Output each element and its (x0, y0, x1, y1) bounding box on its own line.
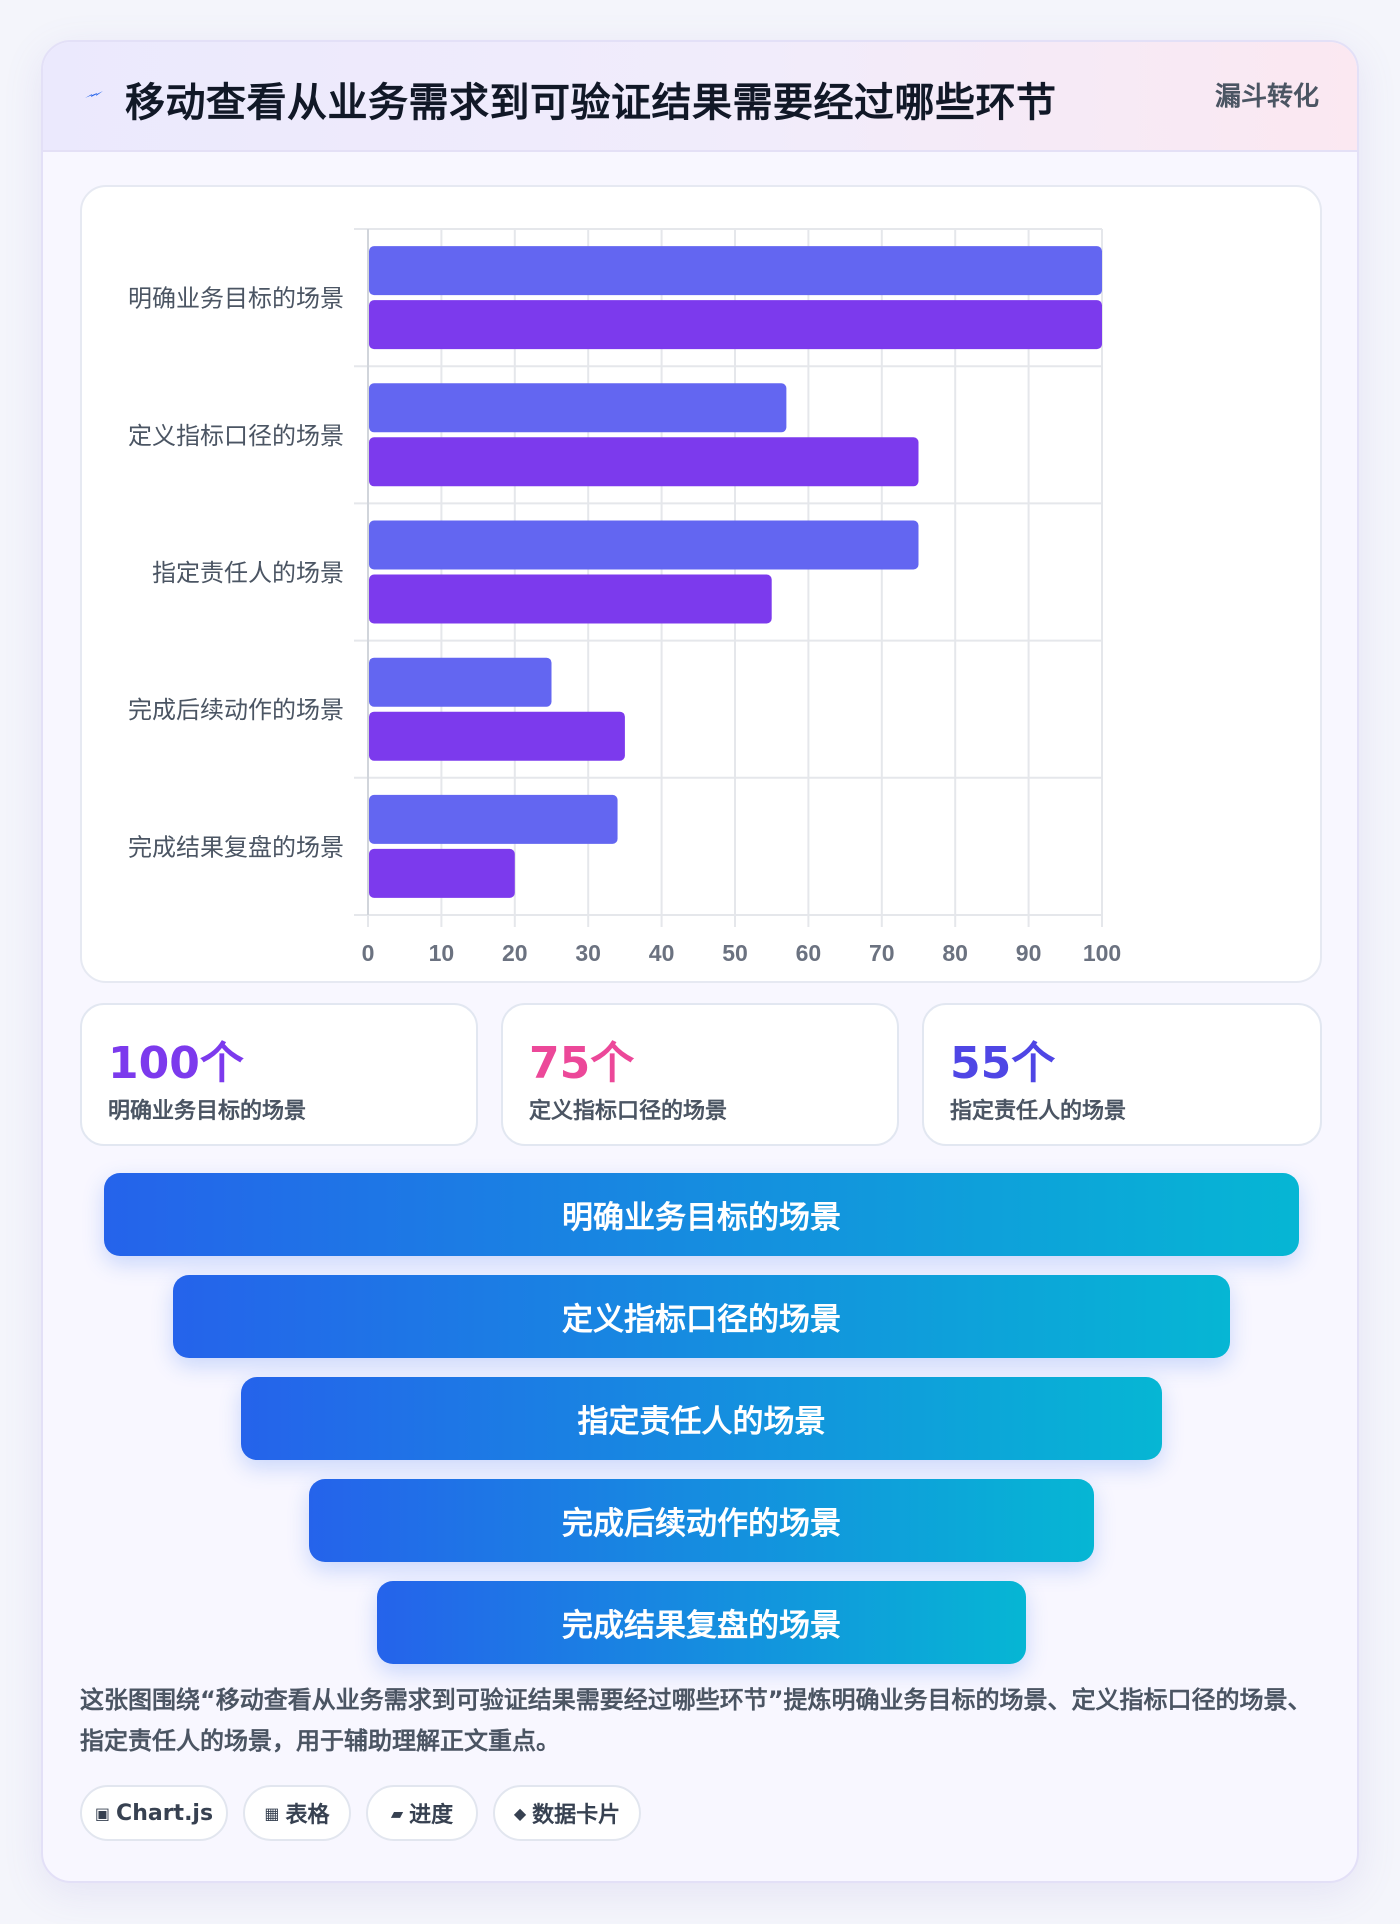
category-tag: 漏斗转化 (1214, 82, 1319, 112)
x-tick-label: 50 (722, 940, 748, 966)
x-tick-label: 0 (362, 940, 375, 966)
bar (369, 520, 919, 570)
chip-label: 进度 (409, 1803, 454, 1828)
stat-value: 75个 (529, 1038, 635, 1089)
x-tick-label: 80 (942, 940, 968, 966)
card-header: 移动查看从业务需求到可验证结果需要经过哪些环节 漏斗转化 (43, 42, 1357, 152)
bar (369, 657, 552, 707)
x-tick-label: 70 (869, 940, 895, 966)
chip-label: 表格 (285, 1803, 330, 1828)
y-tick-label: 完成后续动作的场景 (128, 696, 344, 724)
stat-label: 定义指标口径的场景 (529, 1099, 728, 1124)
y-tick-label: 指定责任人的场景 (152, 559, 344, 587)
stat-card-2: 75个 定义指标口径的场景 (501, 1003, 899, 1146)
x-tick-label: 20 (502, 940, 528, 966)
bar (369, 300, 1102, 350)
bolt-icon (85, 91, 103, 98)
stat-label: 指定责任人的场景 (950, 1099, 1127, 1124)
bar (369, 574, 772, 624)
chip-progress[interactable]: ▰ 进度 (366, 1785, 478, 1841)
x-tick-label: 100 (1083, 940, 1121, 966)
y-tick-label: 定义指标口径的场景 (128, 422, 344, 450)
description-text: 这张图围绕“移动查看从业务需求到可验证结果需要经过哪些环节”提炼明确业务目标的场… (80, 1686, 1312, 1755)
bar (369, 711, 625, 761)
stat-value: 100个 (108, 1038, 244, 1089)
funnel-stage-2: 定义指标口径的场景 (173, 1275, 1230, 1358)
x-tick-label: 30 (575, 940, 601, 966)
y-tick-label: 明确业务目标的场景 (128, 285, 344, 313)
bar-chart: 明确业务目标的场景定义指标口径的场景指定责任人的场景完成后续动作的场景完成结果复… (128, 228, 1121, 966)
x-tick-label: 90 (1016, 940, 1042, 966)
chip-label: Chart.js (116, 1800, 214, 1826)
table-icon: ▦ (264, 1803, 280, 1823)
funnel-stage-1: 明确业务目标的场景 (104, 1173, 1299, 1256)
chart-icon: ▣ (94, 1803, 111, 1823)
funnel-stage-5: 完成结果复盘的场景 (377, 1581, 1026, 1664)
y-tick-label: 完成结果复盘的场景 (128, 833, 344, 861)
x-tick-label: 40 (649, 940, 675, 966)
bar-chart-panel: 明确业务目标的场景 定义指标口径的场景指定责任人的场景完成后续动作的场景 完成结果复… (80, 185, 1322, 983)
infographic-card: 移动查看从业务需求到可验证结果需要经过哪些环节 漏斗转化 明确业务目标的场景 定义… (41, 40, 1359, 1883)
funnel-stage-4: 完成后续动作的场景 (309, 1479, 1094, 1562)
stat-value: 55个 (950, 1038, 1056, 1089)
chip-chartjs[interactable]: ▣ Chart.js (80, 1785, 228, 1841)
chip-label: 数据卡片 (532, 1803, 621, 1828)
chip-table[interactable]: ▦ 表格 (243, 1785, 351, 1841)
bar (369, 848, 515, 898)
bar (369, 794, 618, 844)
chip-data-card[interactable]: ◆ 数据卡片 (493, 1785, 641, 1841)
bar (369, 246, 1102, 296)
stat-card-1: 100个 明确业务目标的场景 (80, 1003, 478, 1146)
stat-card-3: 55个 指定责任人的场景 (922, 1003, 1322, 1146)
bar (369, 383, 787, 433)
x-tick-label: 60 (796, 940, 822, 966)
x-tick-label: 10 (429, 940, 455, 966)
diamond-icon: ◆ (513, 1803, 527, 1823)
bar (369, 437, 919, 487)
funnel-stage-3: 指定责任人的场景 (241, 1377, 1162, 1460)
page-title: 移动查看从业务需求到可验证结果需要经过哪些环节 (125, 80, 1057, 126)
progress-icon: ▰ (390, 1803, 404, 1823)
stat-label: 明确业务目标的场景 (108, 1099, 307, 1124)
